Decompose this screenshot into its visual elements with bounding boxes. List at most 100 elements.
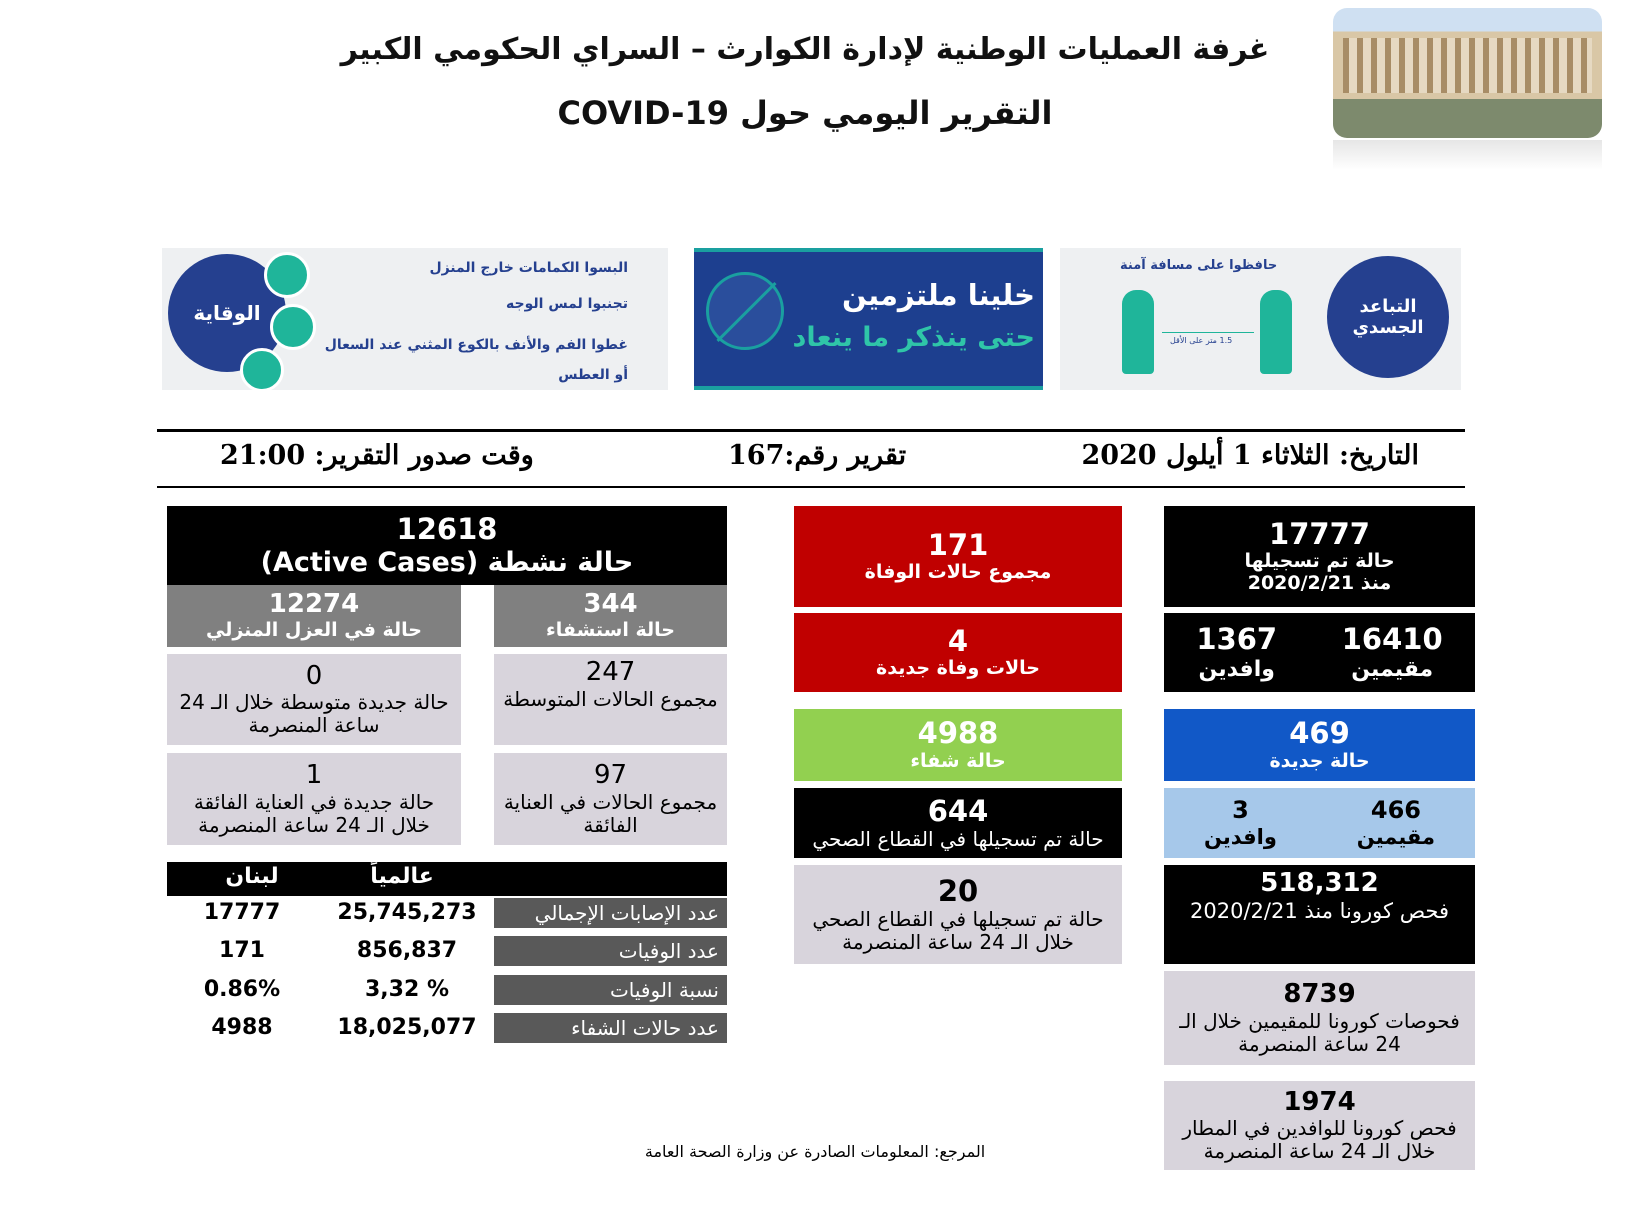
row-label: نسبة الوفيات <box>494 975 727 1005</box>
total-cases-box: 17777 حالة تم تسجيلها منذ 2020/2/21 <box>1164 506 1475 607</box>
new-moderate-value: 0 <box>305 660 323 691</box>
airport-tests-label: فحص كورونا للوافدين في المطار خلال الـ 2… <box>1182 1116 1457 1164</box>
home-isolation-box: 12274 حالة في العزل المنزلي <box>167 585 461 647</box>
hospitalized-box: 344 حالة استشفاء <box>494 585 727 647</box>
total-cases-label: حالة تم تسجيلها <box>1244 550 1395 573</box>
prevention-item: تجنبوا لمس الوجه <box>506 296 628 312</box>
new-deaths-value: 4 <box>947 623 969 658</box>
lebanon-value: 4988 <box>211 1015 273 1040</box>
campaign-banner: خلينا ملتزمين حتى ينذكر ما ينعاد <box>694 248 1043 390</box>
new-residents-value: 466 <box>1370 796 1421 825</box>
prevention-banner: الوقاية البسوا الكمامات خارج المنزل تجنب… <box>162 248 668 392</box>
distance-label: 1.5 متر على الأقل <box>1170 336 1233 345</box>
divider <box>157 486 1465 488</box>
row-label: عدد الوفيات <box>494 936 727 966</box>
col-lebanon: لبنان <box>225 864 279 889</box>
person-icon <box>1122 290 1154 374</box>
residents-value: 16410 <box>1341 622 1443 657</box>
reference-note: المرجع: المعلومات الصادرة عن وزارة الصحة… <box>644 1142 986 1161</box>
lebanon-value: 17777 <box>203 900 281 925</box>
global-value: 18,025,077 <box>337 1015 477 1040</box>
report-date: التاريخ: الثلاثاء 1 أيلول 2020 <box>1081 440 1419 471</box>
total-tests-value: 518,312 <box>1260 868 1379 898</box>
airport-tests-box: 1974 فحص كورونا للوافدين في المطار خلال … <box>1164 1081 1475 1170</box>
resident-tests-value: 8739 <box>1283 979 1356 1010</box>
distancing-banner: التباعد الجسدي حافظوا على مسافة آمنة 1.5… <box>1060 248 1461 390</box>
lebanon-value: 0.86% <box>203 977 281 1002</box>
serail-photo <box>1333 8 1602 138</box>
new-moderate-label: حالة جديدة متوسطة خلال الـ 24 ساعة المنص… <box>179 690 449 738</box>
no-touch-face-icon <box>270 304 316 350</box>
col-global: عالمياً <box>370 864 434 889</box>
active-cases-label: حالة نشطة (Active Cases) <box>260 546 634 578</box>
divider <box>157 429 1465 432</box>
row-label: عدد الإصابات الإجمالي <box>494 898 727 928</box>
new-icu-label: حالة جديدة في العناية الفائقة خلال الـ 2… <box>193 789 435 837</box>
new-icu-box: 1 حالة جديدة في العناية الفائقة خلال الـ… <box>167 753 461 845</box>
icu-total-value: 97 <box>593 760 628 791</box>
new-residents-arrivals-box: 466 مقيمين 3 وافدين <box>1164 788 1475 858</box>
total-deaths-box: 171 مجموع حالات الوفاة <box>794 506 1122 607</box>
campaign-line2: حتى ينذكر ما ينعاد <box>792 322 1036 353</box>
new-deaths-box: 4 حالات وفاة جديدة <box>794 613 1122 692</box>
campaign-line1: خلينا ملتزمين <box>842 278 1035 312</box>
health-sector-new-box: 20 حالة تم تسجيلها في القطاع الصحي خلال … <box>794 865 1122 964</box>
moderate-total-value: 247 <box>585 657 636 687</box>
global-value: 856,837 <box>356 938 458 963</box>
recovered-value: 4988 <box>917 716 999 751</box>
arrivals-label: وافدين <box>1198 656 1275 682</box>
total-tests-label: فحص كورونا منذ 2020/2/21 <box>1190 898 1450 923</box>
moderate-total-box: 247 مجموع الحالات المتوسطة <box>494 654 727 745</box>
recovered-box: 4988 حالة شفاء <box>794 709 1122 781</box>
icu-total-label: مجموع الحالات في العناية الفائقة <box>503 789 718 837</box>
new-deaths-label: حالات وفاة جديدة <box>876 657 1040 680</box>
distance-arrow-icon <box>1162 332 1254 333</box>
person-icon <box>1260 290 1292 374</box>
total-deaths-label: مجموع حالات الوفاة <box>864 561 1052 584</box>
total-cases-value: 17777 <box>1269 516 1370 551</box>
residents-label: مقيمين <box>1351 656 1434 682</box>
distancing-caption: حافظوا على مسافة آمنة <box>1120 258 1278 273</box>
health-sector-new-label: حالة تم تسجيلها في القطاع الصحي خلال الـ… <box>812 907 1104 955</box>
health-sector-value: 644 <box>927 793 989 828</box>
table-row: 4988 18,025,077 عدد حالات الشفاء <box>167 1013 727 1045</box>
mask-icon <box>264 252 310 298</box>
total-tests-box: 518,312 فحص كورونا منذ 2020/2/21 <box>1164 865 1475 964</box>
total-deaths-value: 171 <box>927 527 989 562</box>
new-cases-value: 469 <box>1289 716 1350 751</box>
prevention-item: البسوا الكمامات خارج المنزل <box>429 260 628 276</box>
recovered-label: حالة شفاء <box>910 749 1006 772</box>
photo-reflection <box>1333 140 1602 170</box>
new-arrivals-label: وافدين <box>1203 824 1277 849</box>
health-sector-new-value: 20 <box>937 873 979 908</box>
page-subtitle: التقرير اليومي حول COVID-19 <box>557 94 1053 132</box>
hospitalized-value: 344 <box>583 589 638 620</box>
prevention-item: غطوا الفم والأنف بالكوع المثني عند السعا… <box>324 337 628 383</box>
hospitalized-label: حالة استشفاء <box>546 619 675 642</box>
report-time: وقت صدور التقرير: 21:00 <box>220 440 534 471</box>
arrivals-value: 1367 <box>1196 622 1278 657</box>
global-value: 3,32 % <box>365 977 449 1002</box>
global-value: 25,745,273 <box>337 900 477 925</box>
airport-tests-value: 1974 <box>1283 1086 1356 1117</box>
residents-arrivals-box: 16410 مقيمين 1367 وافدين <box>1164 613 1475 692</box>
new-moderate-box: 0 حالة جديدة متوسطة خلال الـ 24 ساعة الم… <box>167 654 461 745</box>
table-row: 0.86% 3,32 % نسبة الوفيات <box>167 975 727 1007</box>
row-label: عدد حالات الشفاء <box>494 1013 727 1043</box>
resident-tests-label: فحوصات كورونا للمقيمين خلال الـ 24 ساعة … <box>1179 1008 1460 1056</box>
table-row: 17777 25,745,273 عدد الإصابات الإجمالي <box>167 898 727 930</box>
health-sector-label: حالة تم تسجيلها في القطاع الصحي <box>812 827 1104 852</box>
virus-crossed-icon <box>706 272 784 350</box>
total-cases-since: منذ 2020/2/21 <box>1247 572 1392 595</box>
health-sector-box: 644 حالة تم تسجيلها في القطاع الصحي <box>794 788 1122 858</box>
icu-total-box: 97 مجموع الحالات في العناية الفائقة <box>494 753 727 845</box>
home-isolation-value: 12274 <box>268 589 360 620</box>
resident-tests-box: 8739 فحوصات كورونا للمقيمين خلال الـ 24 … <box>1164 971 1475 1065</box>
home-isolation-label: حالة في العزل المنزلي <box>206 619 422 642</box>
new-cases-label: حالة جديدة <box>1269 749 1370 772</box>
new-arrivals-value: 3 <box>1232 796 1249 825</box>
table-row: 171 856,837 عدد الوفيات <box>167 936 727 968</box>
cough-icon <box>240 348 284 392</box>
report-number: تقرير رقم:167 <box>728 440 907 471</box>
page-title: غرفة العمليات الوطنية لإدارة الكوارث – ا… <box>340 32 1270 67</box>
